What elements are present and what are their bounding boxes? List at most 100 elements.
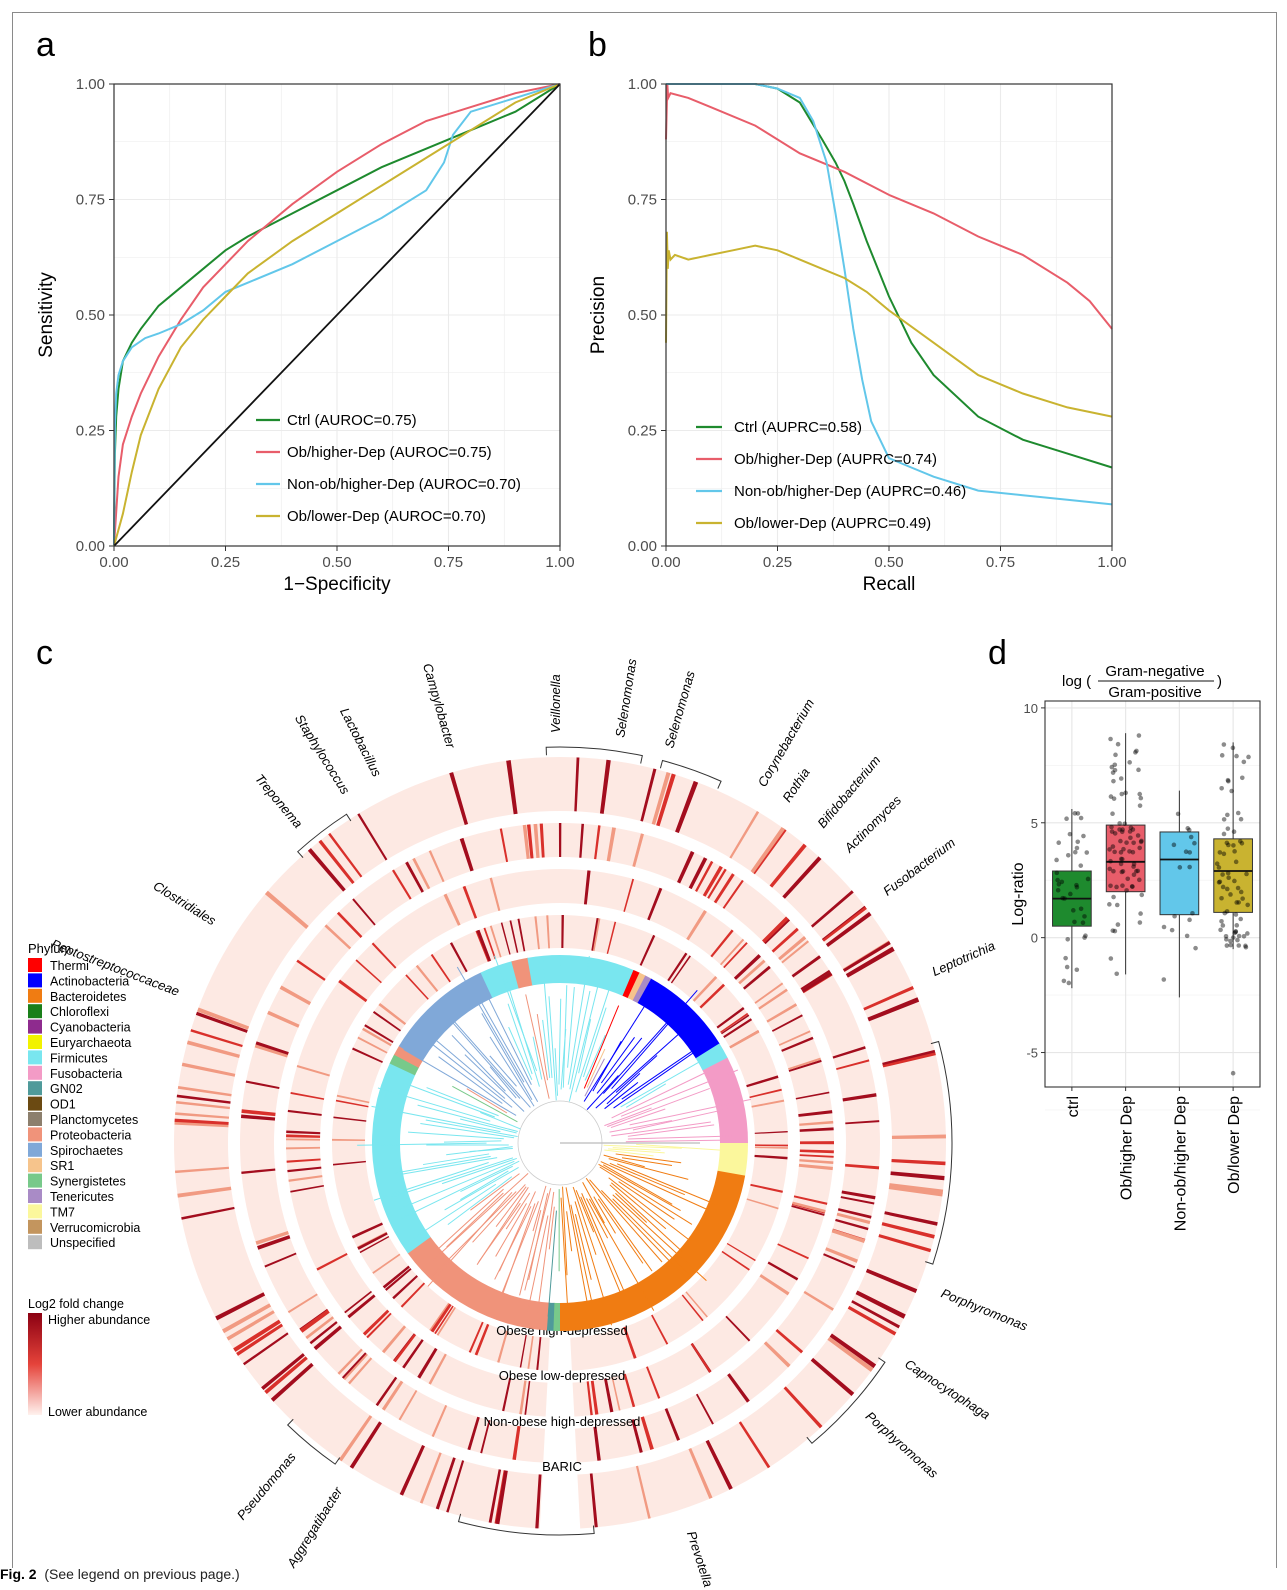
heatmap-cell [845,1163,880,1170]
jitter-point [1238,816,1244,822]
heatmap-cell [855,1290,906,1319]
y-tick-label: 0 [1031,931,1038,946]
heatmap-cell [799,1127,834,1132]
taxon-bracket [457,1513,595,1536]
heatmap-cell [405,861,424,893]
tree-branch [580,1196,622,1296]
heatmap-cell [681,1294,704,1322]
heatmap-cell [241,1168,276,1174]
caption-label: Fig. 2 [0,1566,37,1582]
tree-branch [527,1215,549,1312]
heatmap-cell [384,1267,412,1291]
heatmap-cell [695,1393,714,1425]
taxon-bracket [806,1357,886,1444]
tree-branch [415,1030,513,1108]
heatmap-cell [449,942,468,973]
tree-branch [393,1155,491,1174]
tree-branch [604,1082,639,1110]
heatmap-cell [884,1211,938,1226]
heatmap-cell [829,1333,877,1369]
taxon-bracket [286,1418,341,1465]
heatmap-cell [632,833,644,868]
phylum-label: Actinobacteria [50,974,129,988]
heatmap-cell [430,954,451,983]
heatmap-cell [583,870,591,905]
jitter-point [1075,811,1081,816]
tree-branch [508,1026,533,1080]
x-tick-label: 0.50 [322,554,351,571]
heatmap-cell [480,1419,491,1454]
heatmap-cell [264,1356,308,1394]
heatmap-cell [459,837,474,872]
heatmap-cell [429,1303,451,1332]
heatmap-cell [174,1166,230,1174]
tree-branch [608,1148,665,1154]
heatmap-cell [767,1261,799,1281]
heatmap-cell [723,942,748,969]
heatmap-cell [267,1010,300,1028]
tree-branch [615,1192,648,1223]
jitter-point [1130,884,1135,889]
jitter-point [1109,829,1115,834]
heatmap-cell [592,918,601,952]
fold-legend-title: Log2 fold change [28,1297,124,1311]
jitter-point [1138,839,1144,845]
heatmap-cell [344,1290,372,1314]
tree-branch [618,1181,675,1220]
heatmap-cell [721,1014,750,1035]
heatmap-cell [702,865,723,897]
heatmap-cell [766,1003,798,1023]
heatmap-cell [727,1373,750,1403]
heatmap-cell [533,823,540,858]
heatmap-cell [417,1347,438,1379]
x-tick-label: 0.75 [986,554,1015,571]
jitter-point [1128,825,1134,831]
heatmap-cell [623,878,635,912]
heatmap-cell [288,1175,323,1182]
jitter-point [1117,821,1122,826]
heatmap-cell [332,1160,366,1166]
heatmap-cell [758,988,788,1010]
jitter-point [1231,843,1236,848]
tree-branch [609,1162,686,1196]
phylum-swatch [28,1004,42,1019]
tree-branch [574,1213,592,1280]
taxon-label: Clostridiales [151,878,219,929]
heatmap-cell [435,1457,456,1510]
tree-branch [593,1196,616,1234]
title-prefix: log ( [1062,673,1091,690]
heatmap-cell [287,1293,318,1314]
heatmap-cell [526,824,534,859]
heatmap-cell [431,1303,452,1333]
jitter-point [1110,770,1116,775]
tree-branch [377,1087,491,1122]
jitter-point [1111,796,1117,801]
heatmap-cell [296,1064,330,1077]
tree-branch [565,1187,590,1312]
jitter-point [1175,811,1181,817]
heatmap-cell [415,964,439,992]
tree-branch [627,1124,715,1137]
heatmap-cell [749,1088,782,1099]
heatmap-cell [264,1252,297,1268]
box-nonob_higher [1159,831,1200,916]
heatmap-cell [667,952,688,982]
tree-branch [448,1018,521,1099]
heatmap-cell [509,920,519,953]
heatmap-cell [754,982,784,1004]
tree-branch [443,1140,502,1143]
heatmap-cell [412,857,431,890]
heatmap-cell [635,1465,651,1519]
tree-branch [391,1157,514,1198]
y-tick-label: 0.50 [628,307,657,324]
heatmap-cell [352,898,376,926]
tree-branch [603,1144,682,1149]
tree-branch [357,1142,487,1146]
title-suffix: ) [1217,673,1222,690]
tree-branch [620,1069,739,1117]
tree-branch [420,1026,506,1099]
heatmap-cell [174,1118,229,1125]
heatmap-cell [436,1307,456,1336]
jitter-point [1059,879,1065,885]
